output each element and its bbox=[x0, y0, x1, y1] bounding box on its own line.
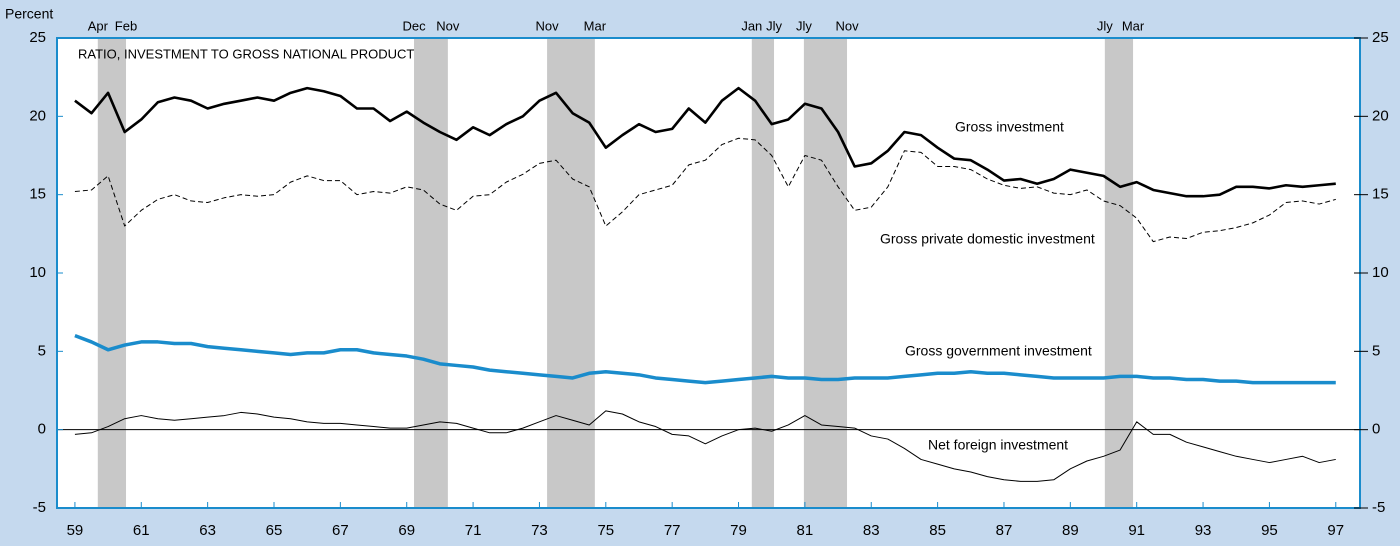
x-tick-label: 91 bbox=[1128, 522, 1145, 539]
recession-start-label: Jly bbox=[1097, 18, 1113, 33]
series-label: Gross government investment bbox=[905, 343, 1092, 359]
y-tick-label: 10 bbox=[29, 264, 46, 281]
y-tick-label: 25 bbox=[29, 29, 46, 46]
x-tick-label: 95 bbox=[1261, 522, 1278, 539]
y-tick-label: 15 bbox=[29, 186, 46, 203]
series-label: Net foreign investment bbox=[928, 437, 1068, 453]
recession-band bbox=[414, 38, 448, 508]
y2-tick-label: -5 bbox=[1372, 499, 1385, 516]
y-tick-label: -5 bbox=[33, 499, 46, 516]
series-line bbox=[74, 137, 1336, 243]
y-tick-label: 5 bbox=[38, 342, 46, 359]
y-tick-label: 0 bbox=[38, 421, 46, 438]
x-tick-label: 63 bbox=[199, 522, 216, 539]
recession-start-label: Jly bbox=[796, 18, 812, 33]
x-tick-label: 67 bbox=[332, 522, 349, 539]
y2-tick-label: 0 bbox=[1372, 421, 1380, 438]
y-axis-label: Percent bbox=[5, 6, 53, 22]
y2-tick-label: 10 bbox=[1372, 264, 1389, 281]
y2-tick-label: 25 bbox=[1372, 29, 1389, 46]
recession-start-label: Jan bbox=[741, 18, 762, 33]
y-tick-label: 20 bbox=[29, 107, 46, 124]
x-tick-label: 59 bbox=[67, 522, 84, 539]
recession-band bbox=[803, 38, 848, 508]
recession-band bbox=[751, 38, 775, 508]
y2-tick-label: 5 bbox=[1372, 342, 1380, 359]
x-tick-label: 87 bbox=[996, 522, 1013, 539]
recession-band bbox=[1104, 38, 1134, 508]
x-tick-label: 61 bbox=[133, 522, 150, 539]
series-line bbox=[74, 86, 1336, 198]
x-tick-label: 83 bbox=[863, 522, 880, 539]
x-tick-label: 71 bbox=[465, 522, 482, 539]
x-tick-label: 85 bbox=[929, 522, 946, 539]
recession-end-label: Jly bbox=[766, 18, 782, 33]
recession-end-label: Nov bbox=[436, 18, 460, 33]
y2-tick-label: 15 bbox=[1372, 186, 1389, 203]
series-line bbox=[74, 334, 1336, 385]
x-tick-label: 81 bbox=[797, 522, 814, 539]
x-tick-label: 75 bbox=[597, 522, 614, 539]
x-tick-label: 93 bbox=[1195, 522, 1212, 539]
series-line bbox=[74, 410, 1336, 482]
recession-start-label: Nov bbox=[536, 18, 560, 33]
x-tick-label: 65 bbox=[266, 522, 283, 539]
series-label: Gross investment bbox=[955, 119, 1064, 135]
recession-end-label: Mar bbox=[584, 18, 607, 33]
chart-title: RATIO, INVESTMENT TO GROSS NATIONAL PROD… bbox=[78, 46, 414, 61]
y2-tick-label: 20 bbox=[1372, 107, 1389, 124]
recession-start-label: Dec bbox=[402, 18, 426, 33]
x-tick-label: 79 bbox=[730, 522, 747, 539]
x-tick-label: 77 bbox=[664, 522, 681, 539]
x-tick-label: 73 bbox=[531, 522, 548, 539]
recession-end-label: Mar bbox=[1122, 18, 1145, 33]
recession-end-label: Nov bbox=[835, 18, 859, 33]
recession-band bbox=[97, 38, 127, 508]
plot-area bbox=[57, 38, 1360, 508]
recession-end-label: Feb bbox=[115, 18, 137, 33]
recession-band bbox=[547, 38, 595, 508]
x-tick-label: 69 bbox=[398, 522, 415, 539]
recession-start-label: Apr bbox=[88, 18, 109, 33]
x-tick-label: 97 bbox=[1327, 522, 1344, 539]
series-label: Gross private domestic investment bbox=[880, 231, 1095, 247]
x-tick-label: 89 bbox=[1062, 522, 1079, 539]
